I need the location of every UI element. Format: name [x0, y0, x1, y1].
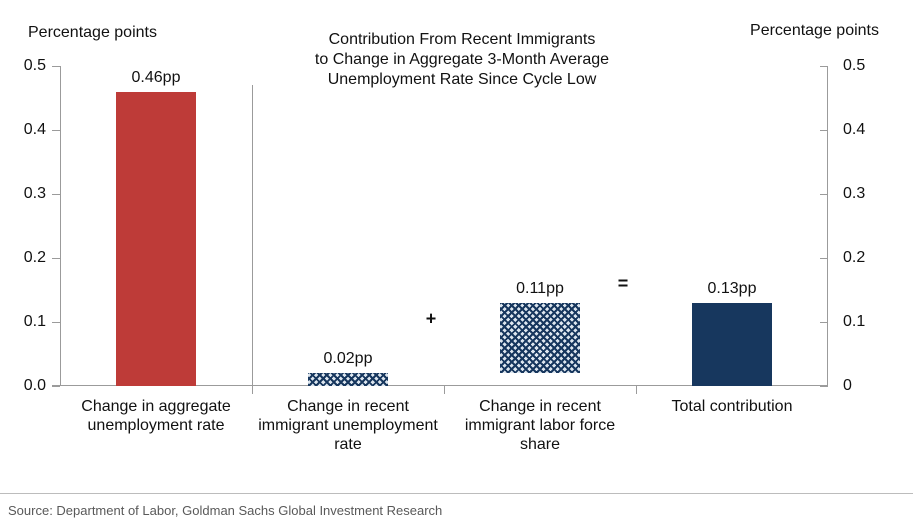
x-axis-line: [52, 385, 828, 386]
bar-4: [692, 302, 772, 386]
left-axis-tick: [52, 258, 60, 259]
right-axis-tick-label: 0.4: [843, 121, 866, 138]
category-labels-row: Change in aggregate unemployment rate Ch…: [60, 397, 828, 454]
right-axis-tick: [820, 194, 828, 195]
source-separator-line: [0, 493, 913, 494]
right-y-axis-line: [827, 66, 828, 386]
bar-2: [308, 373, 388, 386]
left-axis-tick: [52, 386, 60, 387]
bar-1: [116, 91, 196, 386]
right-axis-tick-label: 0.1: [843, 313, 866, 330]
right-axis-tick-label: 0.3: [843, 185, 866, 202]
right-axis-tick: [820, 130, 828, 131]
right-axis-tick-label: 0: [843, 377, 852, 394]
right-axis-tick: [820, 322, 828, 323]
category-label-1: Change in aggregate unemployment rate: [81, 398, 231, 434]
left-axis-tick-label: 0.2: [23, 249, 46, 266]
right-axis-tick: [820, 66, 828, 67]
left-axis-tick-label: 0.0: [23, 377, 46, 394]
left-axis-tick-label: 0.1: [23, 313, 46, 330]
left-axis-tick: [52, 322, 60, 323]
category-boundary-tick: [636, 386, 637, 394]
source-text: Source: Department of Labor, Goldman Sac…: [8, 503, 443, 518]
section-divider-line: [252, 85, 253, 386]
bar-data-label-1: 0.46pp: [131, 68, 181, 86]
category-boundary-tick: [444, 386, 445, 394]
left-axis-tick-label: 0.5: [23, 57, 46, 74]
plus-operator: +: [425, 308, 437, 329]
bar-data-label-4: 0.13pp: [707, 279, 757, 297]
bar-data-label-3: 0.11pp: [516, 279, 564, 297]
left-y-axis-line: [60, 66, 61, 386]
category-boundary-tick: [252, 386, 253, 394]
right-axis-title: Percentage points: [750, 22, 879, 39]
category-label-4: Total contribution: [671, 398, 793, 415]
right-axis-tick-label: 0.2: [843, 249, 866, 266]
right-axis-tick: [820, 258, 828, 259]
bar-data-label-2: 0.02pp: [323, 350, 373, 368]
bar-3: [500, 302, 580, 374]
equals-operator: =: [617, 273, 629, 294]
left-axis-tick-label: 0.3: [23, 185, 46, 202]
left-axis-tick-label: 0.4: [23, 121, 46, 138]
category-label-2: Change in recent immigrant unemployment …: [258, 398, 438, 453]
chart-title: Contribution From Recent Immigrants to C…: [314, 31, 610, 88]
plot-area: 0.5 0.5 0.4 0.4 0.3 0.3 0.2 0.2 0.1 0.1 0.0 0 0.46pp…: [24, 57, 865, 394]
left-axis-title: Percentage points: [28, 24, 157, 41]
left-axis-tick: [52, 66, 60, 67]
left-axis-tick: [52, 130, 60, 131]
right-axis-tick-label: 0.5: [843, 57, 866, 74]
right-axis-tick: [820, 386, 828, 387]
category-label-3: Change in recent immigrant labor force s…: [464, 398, 616, 453]
left-axis-tick: [52, 194, 60, 195]
